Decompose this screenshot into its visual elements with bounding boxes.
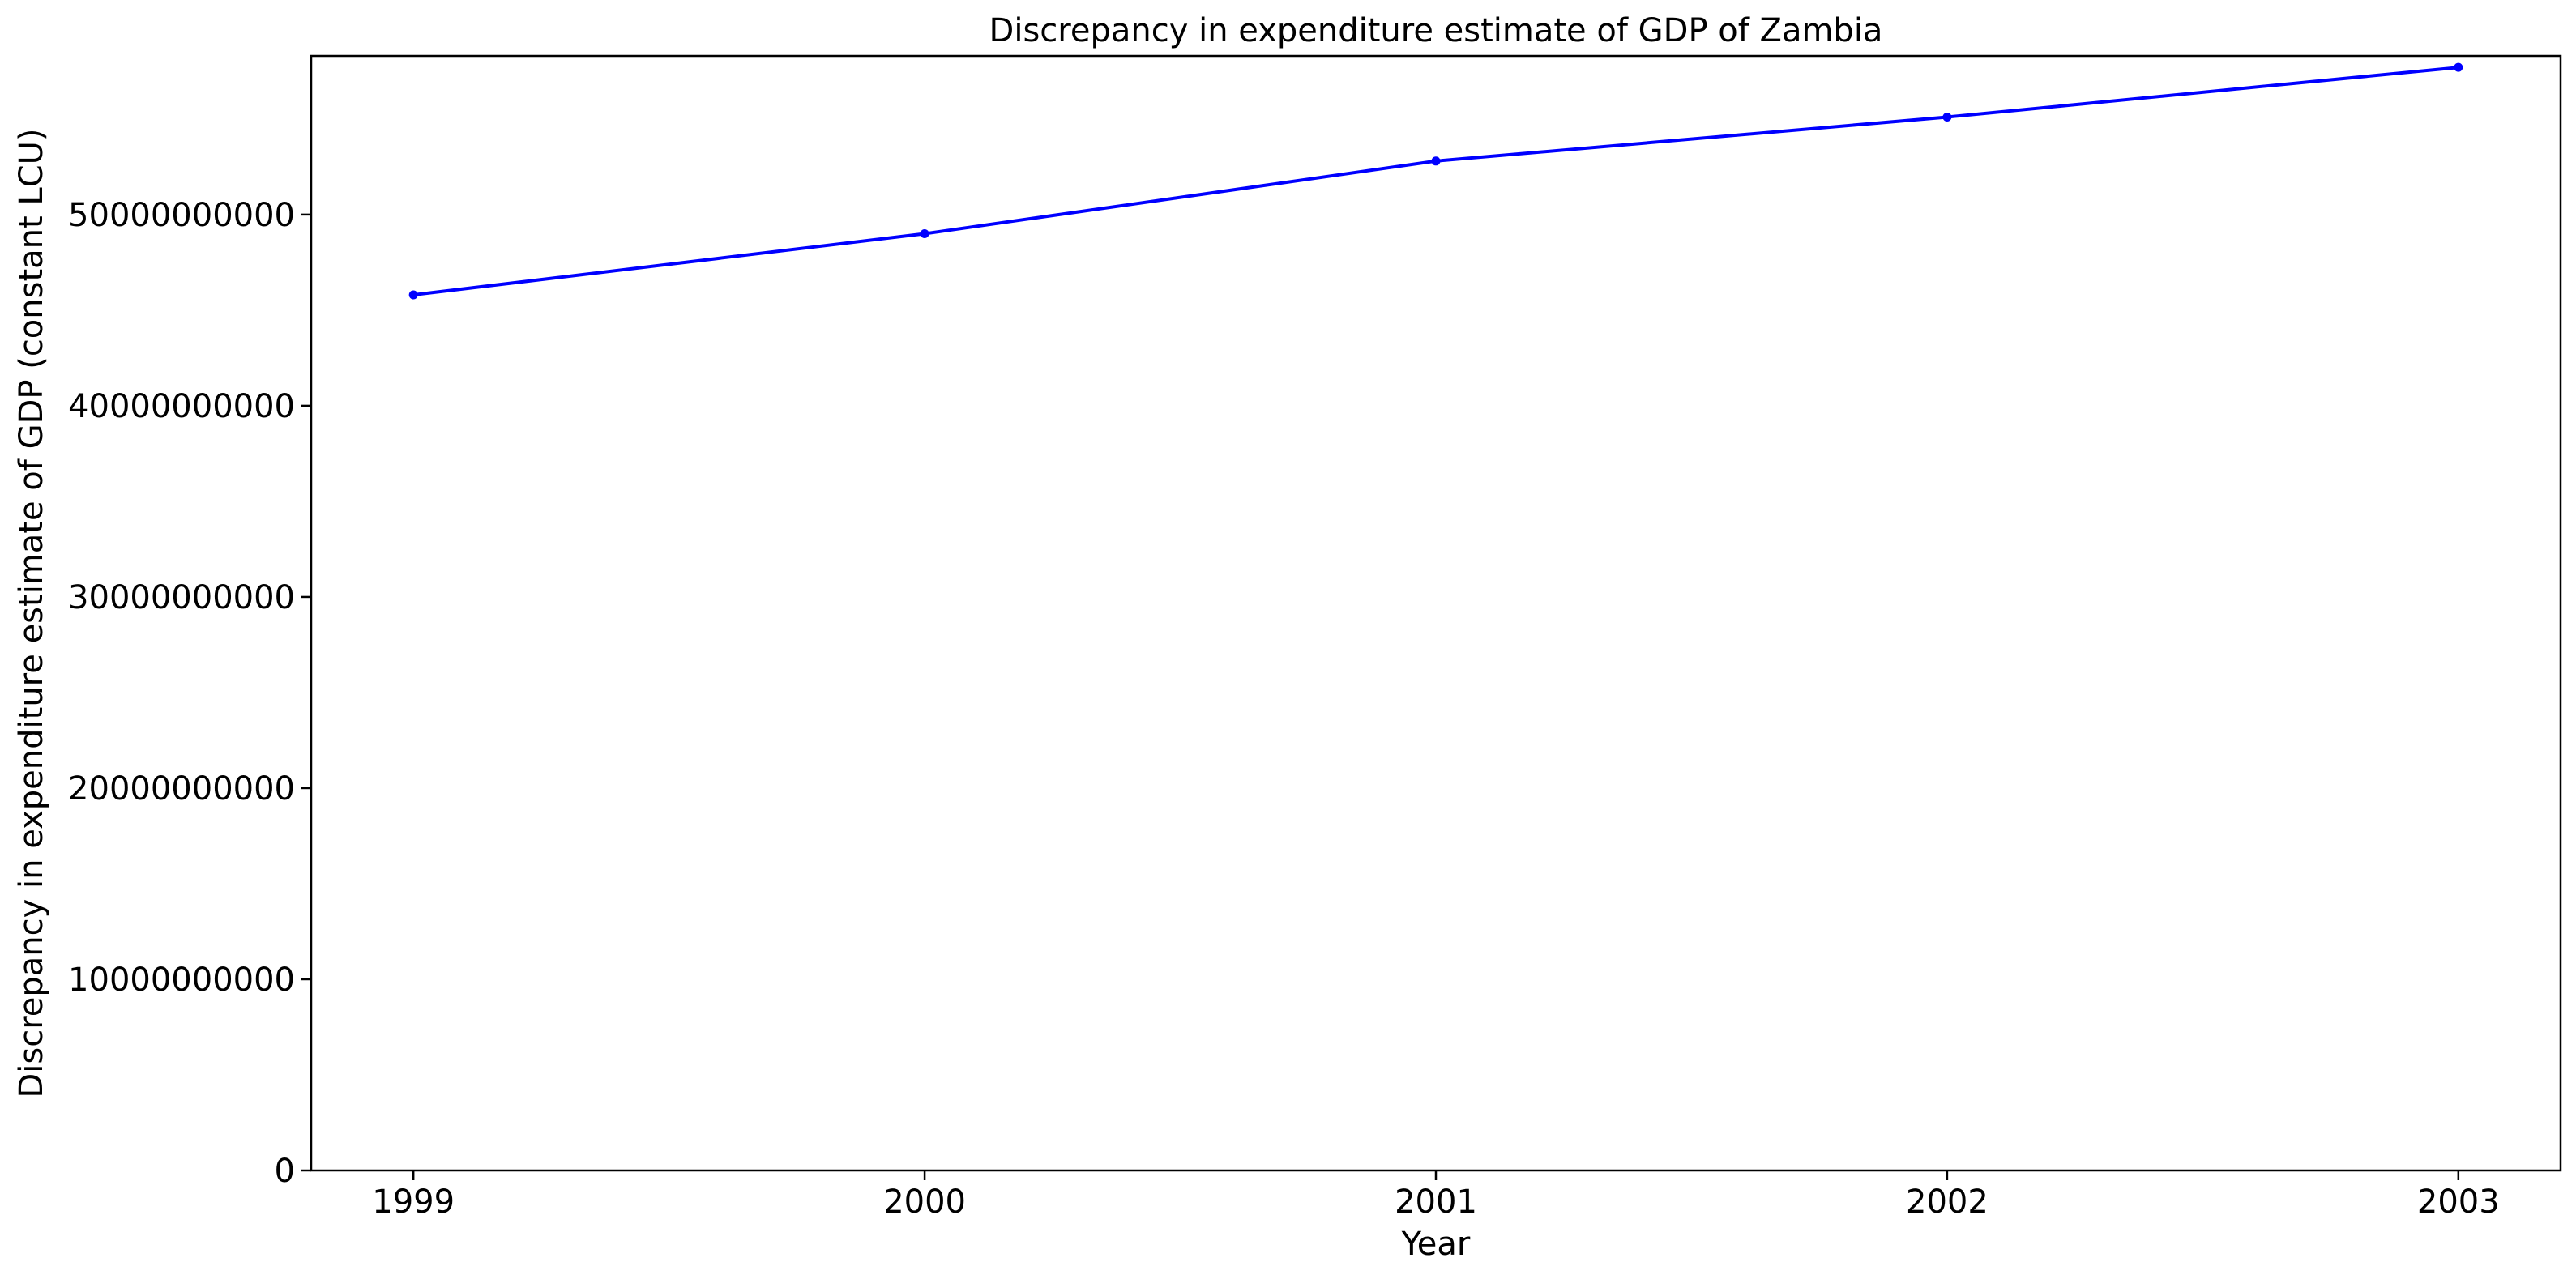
data-point — [920, 228, 929, 238]
y-tick-label: 20000000000 — [68, 770, 295, 808]
y-axis-label: Discrepancy in expenditure estimate of G… — [13, 128, 50, 1098]
y-tick-label: 40000000000 — [68, 388, 295, 425]
x-tick-label: 1999 — [372, 1183, 455, 1221]
y-tick-label: 10000000000 — [68, 961, 295, 999]
data-point — [1942, 113, 1952, 122]
data-point — [408, 290, 418, 300]
x-tick-label: 2002 — [1906, 1183, 1989, 1221]
x-axis-label: Year — [1401, 1226, 1471, 1263]
axes-frame — [310, 54, 2562, 1172]
chart-title: Discrepancy in expenditure estimate of G… — [989, 12, 1883, 49]
x-tick-label: 2000 — [883, 1183, 966, 1221]
x-tick-label: 2003 — [2417, 1183, 2500, 1221]
y-axis-ticks: 0 10000000000 20000000000 30000000000 400000… — [68, 197, 311, 1190]
y-tick-label: 30000000000 — [68, 579, 295, 616]
y-tick-label: 50000000000 — [68, 197, 295, 234]
series-line — [412, 66, 2459, 296]
y-tick-label: 0 — [275, 1153, 295, 1190]
x-axis-ticks: 1999 2000 2001 2002 2003 — [372, 1170, 2500, 1221]
x-tick-label: 2001 — [1395, 1183, 1477, 1221]
data-point — [1431, 156, 1441, 166]
data-point — [2454, 62, 2463, 72]
plot-area — [408, 62, 2463, 300]
